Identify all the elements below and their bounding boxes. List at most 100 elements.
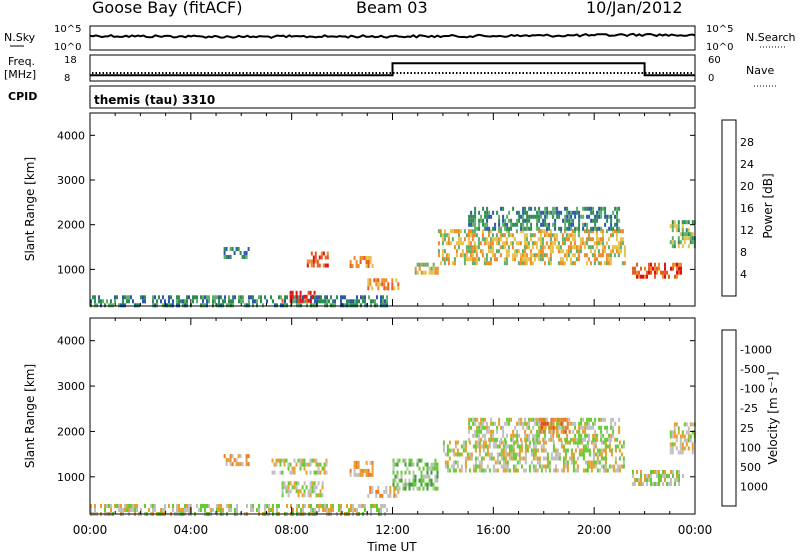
data-cell	[676, 270, 678, 275]
data-cell	[615, 249, 618, 254]
data-cell	[474, 429, 477, 434]
data-cell	[681, 430, 684, 435]
data-cell	[574, 421, 577, 426]
data-cell	[566, 425, 569, 430]
data-cell	[348, 508, 350, 512]
data-cell	[546, 456, 549, 461]
data-cell	[408, 462, 411, 467]
data-cell	[528, 464, 531, 469]
data-cell	[513, 237, 516, 242]
data-cell	[612, 464, 615, 469]
data-cell	[583, 245, 586, 250]
data-cell	[414, 482, 417, 487]
data-cell	[208, 299, 210, 304]
data-cell	[443, 249, 446, 254]
data-cell	[640, 474, 642, 478]
data-cell	[362, 295, 364, 300]
data-cell	[556, 206, 559, 211]
data-cell	[506, 452, 509, 457]
data-cell	[301, 298, 304, 303]
data-cell	[216, 303, 218, 308]
data-cell	[638, 478, 640, 482]
data-cell	[216, 508, 218, 512]
data-cell	[528, 425, 531, 430]
data-cell	[311, 485, 314, 490]
data-cell	[616, 222, 619, 227]
data-cell	[307, 493, 310, 498]
data-cell	[180, 299, 182, 304]
data-cell	[617, 249, 620, 254]
data-cell	[572, 456, 575, 461]
data-cell	[568, 456, 571, 461]
data-cell	[612, 468, 615, 473]
data-cell	[510, 226, 513, 231]
data-cell	[580, 440, 583, 445]
data-cell	[178, 508, 180, 512]
data-cell	[297, 481, 300, 486]
data-cell	[565, 233, 568, 238]
data-cell	[120, 508, 122, 512]
data-cell	[484, 468, 487, 473]
freq-line	[90, 62, 695, 77]
data-cell	[599, 229, 602, 234]
data-cell	[562, 456, 565, 461]
data-cell	[662, 482, 664, 486]
data-cell	[547, 261, 550, 266]
data-cell	[536, 417, 539, 422]
data-cell	[676, 474, 678, 478]
data-cell	[526, 444, 529, 449]
data-cell	[486, 452, 489, 457]
data-cell	[400, 474, 403, 479]
data-cell	[439, 233, 442, 238]
data-cell	[354, 303, 356, 308]
data-cell	[166, 303, 168, 308]
data-cell	[229, 462, 232, 467]
data-cell	[605, 229, 608, 234]
data-cell	[468, 425, 471, 430]
data-cell	[299, 466, 302, 471]
data-cell	[480, 421, 483, 426]
data-cell	[604, 460, 607, 465]
data-cell	[500, 464, 503, 469]
data-cell	[481, 237, 484, 242]
data-cell	[104, 508, 106, 512]
data-cell	[164, 504, 166, 508]
data-cell	[412, 474, 415, 479]
data-cell	[344, 303, 346, 308]
data-cell	[658, 478, 660, 482]
data-cell	[307, 290, 310, 295]
data-cell	[359, 260, 362, 264]
data-cell	[273, 470, 276, 475]
data-cell	[681, 446, 684, 451]
data-cell	[563, 261, 566, 266]
data-cell	[544, 448, 547, 453]
data-cell	[510, 222, 513, 227]
data-cell	[503, 257, 506, 262]
data-cell	[675, 422, 678, 427]
colorbar-tick-label: 28	[740, 136, 754, 149]
data-cell	[496, 429, 499, 434]
data-cell	[396, 486, 399, 491]
data-cell	[603, 249, 606, 254]
data-cell	[204, 295, 206, 300]
data-cell	[614, 437, 617, 442]
data-cell	[464, 468, 467, 473]
data-cell	[519, 261, 522, 266]
data-cell	[600, 214, 603, 219]
data-cell	[320, 299, 322, 304]
data-cell	[486, 425, 489, 430]
data-cell	[522, 222, 525, 227]
data-cell	[553, 241, 556, 246]
data-cell	[599, 241, 602, 246]
data-cell	[319, 470, 322, 475]
data-cell	[299, 298, 302, 303]
x-tick-label: 20:00	[577, 523, 612, 537]
colorbar-tick-label: 1000	[740, 480, 768, 493]
data-cell	[398, 478, 401, 483]
data-cell	[593, 257, 596, 262]
data-cell	[574, 460, 577, 465]
data-cell	[357, 472, 360, 477]
data-cell	[271, 458, 274, 463]
data-cell	[578, 437, 581, 442]
data-cell	[449, 229, 452, 234]
